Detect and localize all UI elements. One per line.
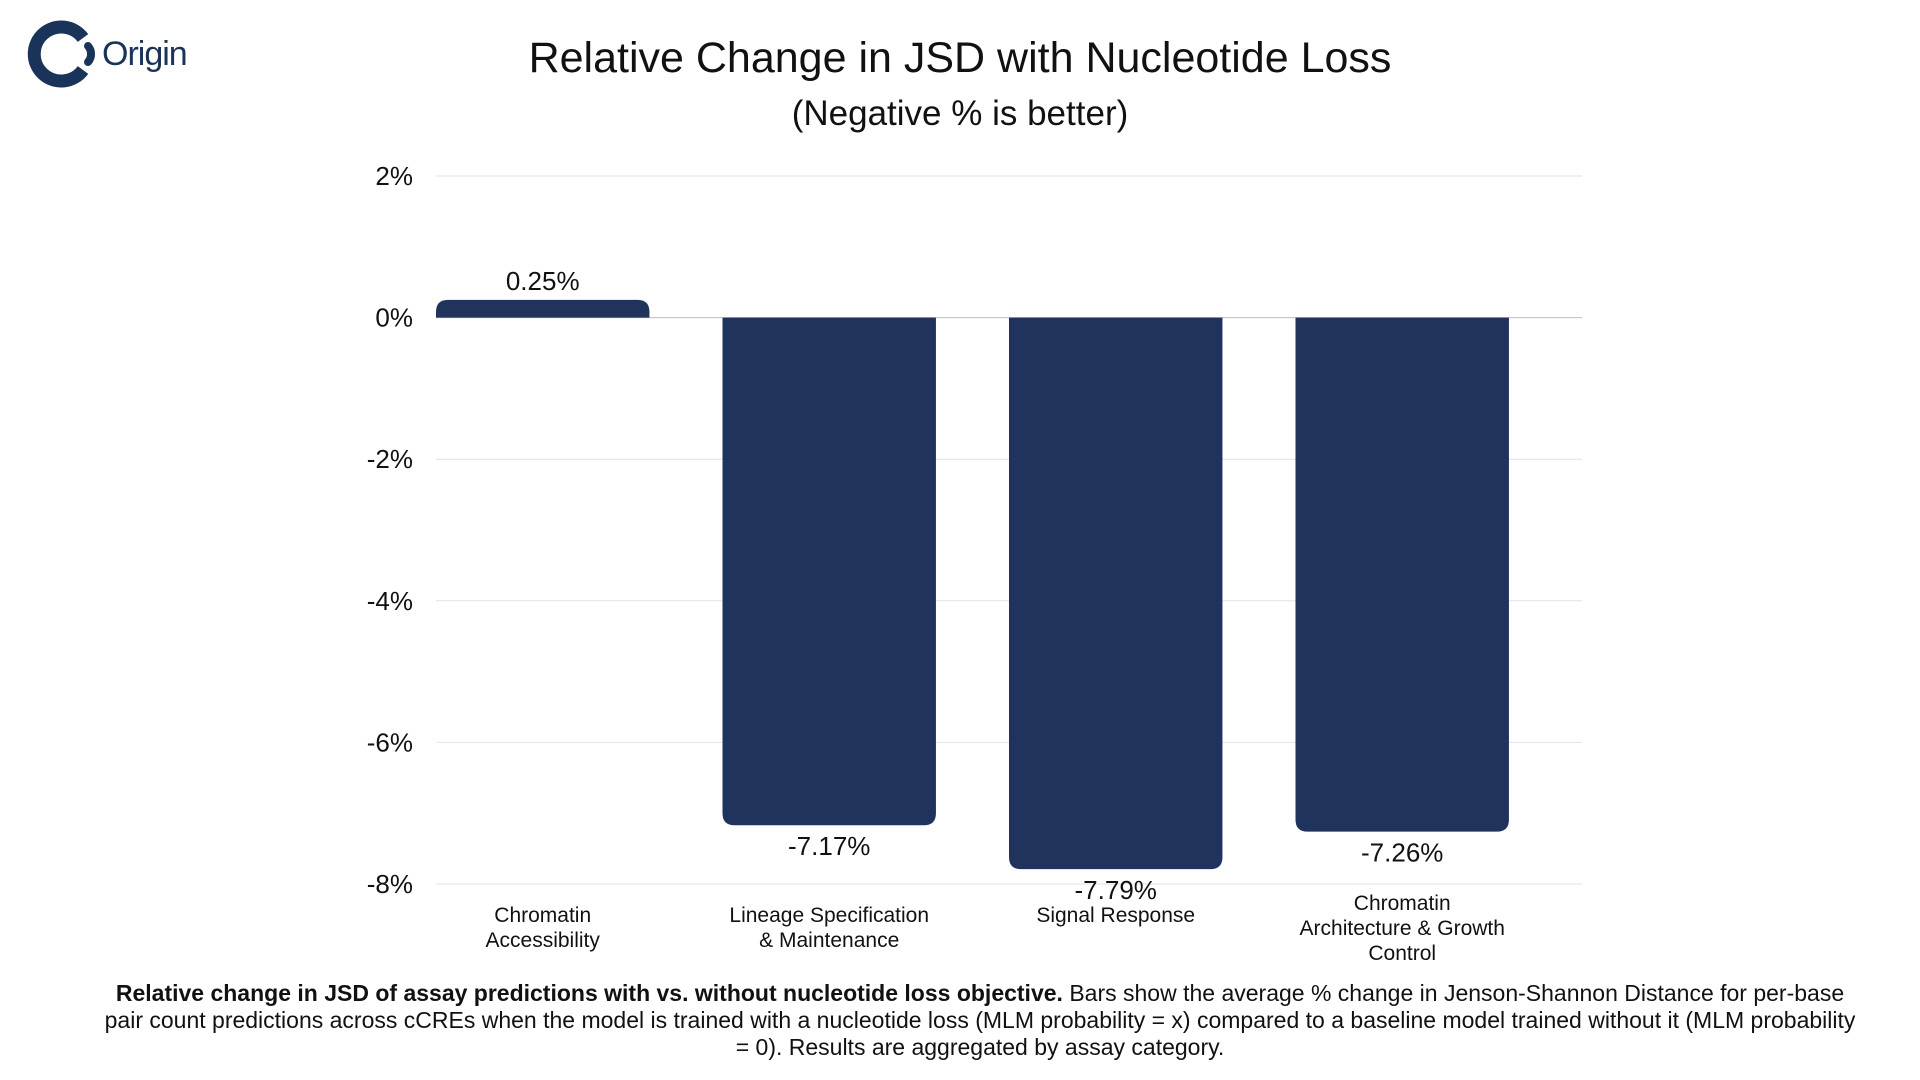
y-tick-label: -2%	[367, 444, 413, 474]
x-tick-label: Signal Response	[1036, 904, 1195, 927]
y-tick-label: 2%	[375, 161, 413, 191]
bar	[722, 317, 936, 826]
x-tick-label: Lineage Specification & Maintenance	[729, 904, 929, 952]
data-label: -7.17%	[788, 831, 870, 861]
y-tick-label: -4%	[367, 586, 413, 616]
bar	[436, 299, 650, 318]
y-tick-label: -8%	[367, 869, 413, 899]
x-tick-label: Chromatin Architecture & Growth Control	[1300, 892, 1505, 965]
caption-text: Bars show the average % change in Jenson…	[104, 980, 1856, 1060]
origin-logo-icon	[27, 20, 95, 88]
y-tick-label: 0%	[375, 303, 413, 333]
caption-bold: Relative change in JSD of assay predicti…	[115, 980, 1063, 1006]
data-label: -7.79%	[1075, 875, 1157, 905]
bar	[1009, 317, 1223, 870]
bar-chart: 2% 0% -2% -4% -6% -8% 0.25% Chromatin Accessibil…	[367, 161, 1582, 965]
bar	[1295, 317, 1509, 832]
origin-logo: Origin	[26, 18, 188, 90]
data-label: 0.25%	[506, 266, 580, 296]
chart-subtitle: (Negative % is better)	[791, 94, 1129, 133]
data-label: -7.26%	[1361, 838, 1443, 868]
chart-title: Relative Change in JSD with Nucleotide L…	[528, 34, 1392, 82]
brand-name: Origin	[102, 34, 188, 73]
x-tick-label: Chromatin Accessibility	[486, 904, 601, 952]
y-tick-label: -6%	[367, 727, 413, 757]
figure-caption: Relative change in JSD of assay predicti…	[100, 980, 1860, 1061]
